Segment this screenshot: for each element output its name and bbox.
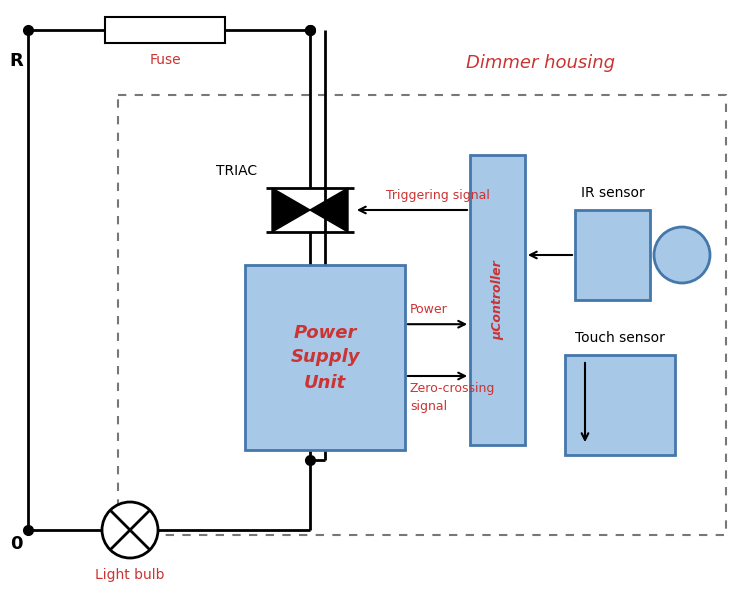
Text: 0: 0 [10,535,22,553]
Text: Touch sensor: Touch sensor [575,331,665,345]
FancyBboxPatch shape [575,210,650,300]
FancyBboxPatch shape [245,265,405,450]
Text: Triggering signal: Triggering signal [385,189,489,202]
FancyBboxPatch shape [105,17,225,43]
Text: Zero-crossing: Zero-crossing [410,382,495,395]
Text: Dimmer housing: Dimmer housing [466,54,615,72]
Text: R: R [9,52,23,70]
FancyBboxPatch shape [565,355,675,455]
Text: Fuse: Fuse [149,53,181,67]
Text: Light bulb: Light bulb [95,568,165,582]
Text: Supply: Supply [290,349,359,366]
Text: Unit: Unit [304,374,346,391]
Circle shape [654,227,710,283]
Circle shape [102,502,158,558]
Text: µController: µController [491,260,504,340]
Text: signal: signal [410,400,447,413]
Text: Power: Power [293,323,356,342]
Text: Power: Power [410,303,448,316]
Text: IR sensor: IR sensor [581,186,644,200]
Text: TRIAC: TRIAC [216,164,257,178]
Polygon shape [310,188,348,232]
Polygon shape [272,188,310,232]
FancyBboxPatch shape [470,155,525,445]
